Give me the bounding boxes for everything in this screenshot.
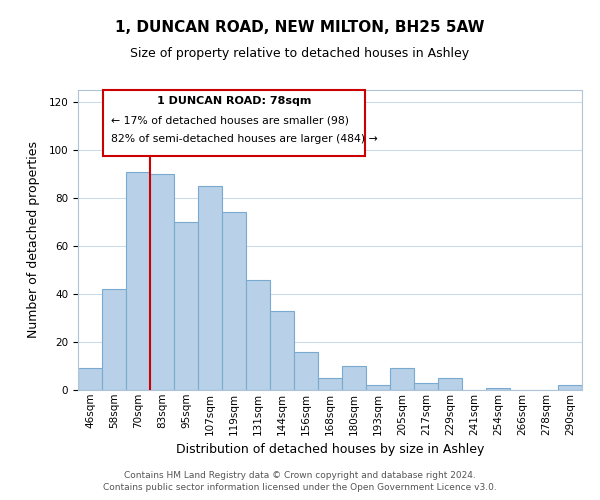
Bar	[414, 383, 438, 390]
Bar	[150, 174, 174, 390]
Bar	[102, 289, 126, 390]
FancyBboxPatch shape	[103, 90, 365, 156]
Bar	[486, 388, 510, 390]
Bar	[222, 212, 246, 390]
Text: 1, DUNCAN ROAD, NEW MILTON, BH25 5AW: 1, DUNCAN ROAD, NEW MILTON, BH25 5AW	[115, 20, 485, 35]
X-axis label: Distribution of detached houses by size in Ashley: Distribution of detached houses by size …	[176, 443, 484, 456]
Bar	[126, 172, 150, 390]
Bar	[270, 311, 294, 390]
Bar	[390, 368, 414, 390]
Bar	[246, 280, 270, 390]
Text: 1 DUNCAN ROAD: 78sqm: 1 DUNCAN ROAD: 78sqm	[157, 96, 311, 106]
Bar	[78, 368, 102, 390]
Bar	[198, 186, 222, 390]
Bar	[558, 385, 582, 390]
Bar	[342, 366, 366, 390]
Y-axis label: Number of detached properties: Number of detached properties	[27, 142, 40, 338]
Text: ← 17% of detached houses are smaller (98): ← 17% of detached houses are smaller (98…	[111, 116, 349, 126]
Bar	[174, 222, 198, 390]
Text: Contains public sector information licensed under the Open Government Licence v3: Contains public sector information licen…	[103, 484, 497, 492]
Bar	[318, 378, 342, 390]
Text: Contains HM Land Registry data © Crown copyright and database right 2024.: Contains HM Land Registry data © Crown c…	[124, 471, 476, 480]
Bar	[294, 352, 318, 390]
Bar	[366, 385, 390, 390]
Bar	[438, 378, 462, 390]
Text: Size of property relative to detached houses in Ashley: Size of property relative to detached ho…	[130, 48, 470, 60]
Text: 82% of semi-detached houses are larger (484) →: 82% of semi-detached houses are larger (…	[111, 134, 377, 144]
